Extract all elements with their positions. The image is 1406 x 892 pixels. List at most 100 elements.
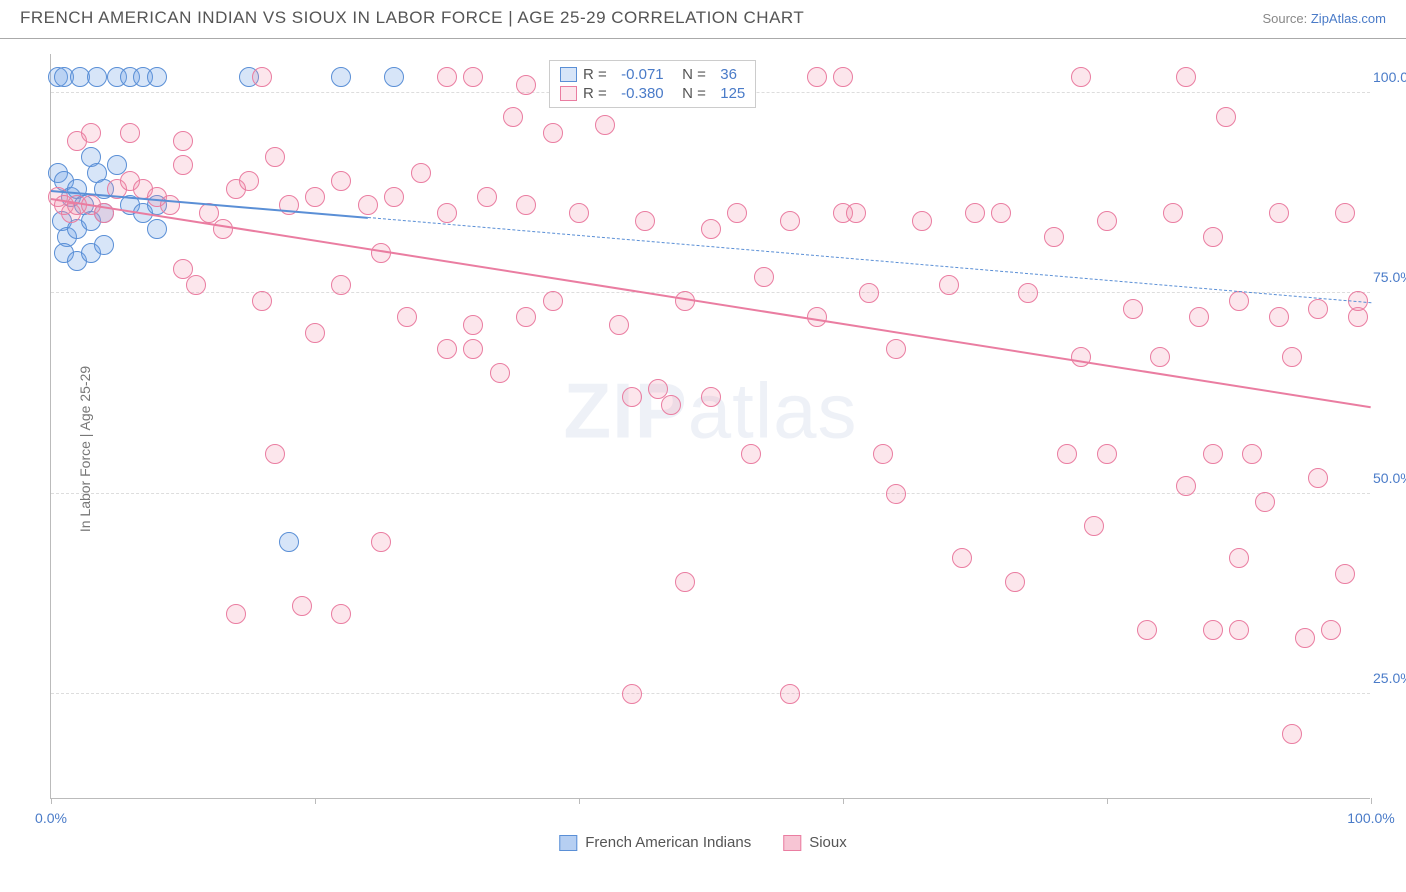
data-point (1203, 444, 1223, 464)
data-point (516, 307, 536, 327)
data-point (1229, 620, 1249, 640)
x-tick (51, 798, 52, 804)
data-point (1123, 299, 1143, 319)
stats-r-value: -0.380 (617, 85, 664, 102)
data-point (807, 67, 827, 87)
x-tick (315, 798, 316, 804)
data-point (1229, 548, 1249, 568)
header: FRENCH AMERICAN INDIAN VS SIOUX IN LABOR… (0, 0, 1406, 39)
data-point (120, 123, 140, 143)
data-point (173, 155, 193, 175)
data-point (635, 211, 655, 231)
data-point (1189, 307, 1209, 327)
data-point (265, 444, 285, 464)
data-point (543, 291, 563, 311)
data-point (411, 163, 431, 183)
data-point (1137, 620, 1157, 640)
gridline (51, 693, 1370, 694)
data-point (305, 187, 325, 207)
gridline (51, 493, 1370, 494)
data-point (1269, 203, 1289, 223)
data-point (437, 67, 457, 87)
data-point (609, 315, 629, 335)
data-point (1335, 203, 1355, 223)
data-point (622, 684, 642, 704)
data-point (1163, 203, 1183, 223)
data-point (279, 532, 299, 552)
chart-container: In Labor Force | Age 25-29 ZIPatlas 25.0… (0, 39, 1406, 859)
stats-r-label: R = (583, 66, 611, 83)
data-point (292, 596, 312, 616)
data-point (213, 219, 233, 239)
data-point (1321, 620, 1341, 640)
data-point (1216, 107, 1236, 127)
data-point (516, 75, 536, 95)
data-point (516, 195, 536, 215)
stats-r-value: -0.071 (617, 66, 664, 83)
stats-r-label: R = (583, 85, 611, 102)
data-point (384, 187, 404, 207)
data-point (1282, 724, 1302, 744)
data-point (1176, 476, 1196, 496)
data-point (331, 275, 351, 295)
data-point (886, 339, 906, 359)
stats-n-label: N = (670, 66, 710, 83)
data-point (1203, 227, 1223, 247)
stats-box: R = -0.071 N = 36R = -0.380 N = 125 (549, 60, 756, 108)
chart-title: FRENCH AMERICAN INDIAN VS SIOUX IN LABOR… (20, 8, 804, 28)
x-tick-label-right: 100.0% (1347, 810, 1394, 826)
data-point (661, 395, 681, 415)
data-point (741, 444, 761, 464)
data-point (912, 211, 932, 231)
y-tick-label: 25.0% (1373, 670, 1406, 686)
data-point (833, 67, 853, 87)
data-point (939, 275, 959, 295)
data-point (1308, 299, 1328, 319)
y-tick-label: 50.0% (1373, 470, 1406, 486)
data-point (675, 572, 695, 592)
data-point (173, 131, 193, 151)
data-point (160, 195, 180, 215)
stats-swatch (560, 67, 577, 82)
data-point (463, 67, 483, 87)
x-tick (579, 798, 580, 804)
legend-item: Sioux (783, 834, 847, 851)
data-point (147, 67, 167, 87)
data-point (622, 387, 642, 407)
data-point (371, 532, 391, 552)
data-point (477, 187, 497, 207)
plot-area: ZIPatlas 25.0%50.0%75.0%100.0%0.0%100.0%… (50, 54, 1370, 799)
data-point (1084, 516, 1104, 536)
data-point (846, 203, 866, 223)
data-point (1295, 628, 1315, 648)
data-point (1097, 444, 1117, 464)
data-point (331, 171, 351, 191)
data-point (81, 123, 101, 143)
data-point (358, 195, 378, 215)
data-point (1203, 620, 1223, 640)
data-point (780, 211, 800, 231)
data-point (1071, 347, 1091, 367)
data-point (463, 315, 483, 335)
watermark: ZIPatlas (563, 366, 857, 457)
stats-row: R = -0.380 N = 125 (560, 84, 745, 103)
bottom-legend: French American IndiansSioux (559, 834, 846, 851)
data-point (780, 684, 800, 704)
data-point (1269, 307, 1289, 327)
data-point (543, 123, 563, 143)
data-point (886, 484, 906, 504)
x-tick-label-left: 0.0% (35, 810, 67, 826)
data-point (1229, 291, 1249, 311)
data-point (1150, 347, 1170, 367)
source: Source: ZipAtlas.com (1262, 11, 1386, 26)
data-point (595, 115, 615, 135)
data-point (1176, 67, 1196, 87)
data-point (952, 548, 972, 568)
watermark-thin: atlas (688, 367, 858, 455)
source-link[interactable]: ZipAtlas.com (1311, 11, 1386, 26)
data-point (186, 275, 206, 295)
gridline (51, 292, 1370, 293)
source-prefix: Source: (1262, 11, 1310, 26)
data-point (331, 67, 351, 87)
data-point (965, 203, 985, 223)
